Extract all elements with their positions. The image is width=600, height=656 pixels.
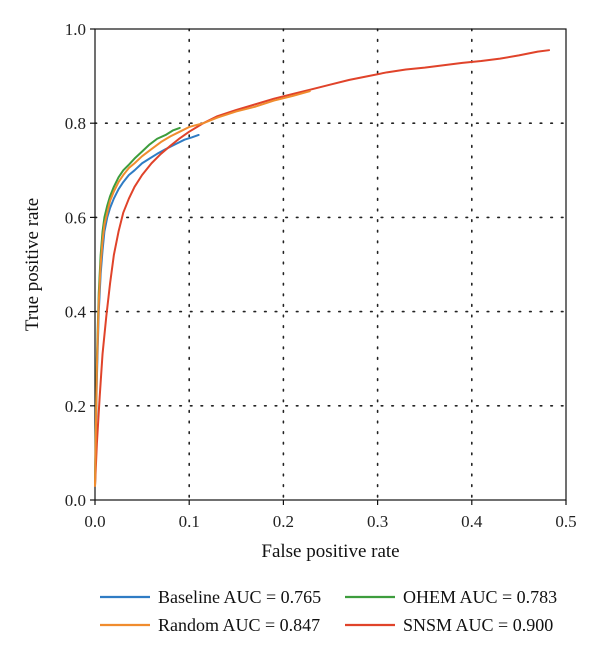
x-tick-label: 0.2 (273, 512, 294, 531)
x-axis-title: False positive rate (261, 541, 399, 562)
legend-label: OHEM AUC = 0.783 (403, 587, 557, 607)
legend-label: SNSM AUC = 0.900 (403, 615, 553, 635)
x-tick-label: 0.0 (84, 512, 105, 531)
legend-label: Baseline AUC = 0.765 (158, 587, 321, 607)
y-tick-label: 1.0 (65, 20, 86, 39)
y-axis-ticks: 0.0 0.2 0.4 0.6 0.8 1.0 (65, 20, 95, 510)
x-tick-label: 0.4 (461, 512, 483, 531)
legend: Baseline AUC = 0.765 OHEM AUC = 0.783 Rand… (100, 587, 557, 635)
series-line (94, 133, 200, 487)
y-axis-title: True positive rate (22, 198, 43, 331)
x-axis-ticks: 0.0 0.1 0.2 0.3 0.4 0.5 (84, 500, 577, 531)
series-line (94, 49, 551, 487)
y-tick-label: 0.6 (65, 208, 86, 227)
plot-area-frame (94, 28, 567, 501)
x-tick-label: 0.1 (179, 512, 200, 531)
grid (94, 28, 567, 501)
x-tick-label: 0.3 (367, 512, 388, 531)
series-line (94, 90, 311, 487)
y-tick-label: 0.0 (65, 491, 86, 510)
y-tick-label: 0.8 (65, 114, 86, 133)
y-tick-label: 0.4 (65, 303, 87, 322)
series-lines (94, 49, 551, 487)
legend-label: Random AUC = 0.847 (158, 615, 320, 635)
y-tick-label: 0.2 (65, 397, 86, 416)
x-tick-label: 0.5 (555, 512, 576, 531)
